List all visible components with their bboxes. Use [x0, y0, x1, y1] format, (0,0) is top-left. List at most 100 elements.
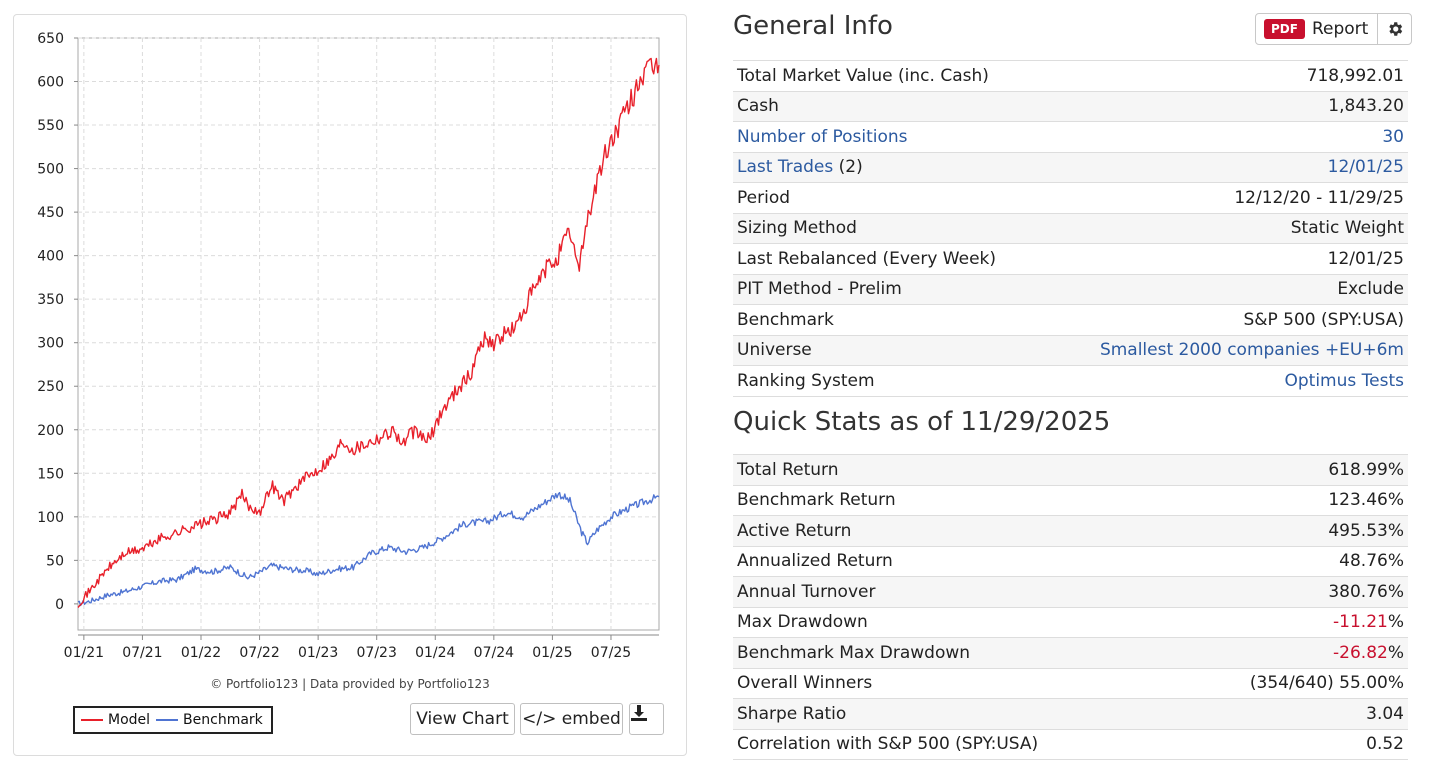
view-chart-button[interactable]: View Chart [410, 703, 515, 735]
table-row: Universe Smallest 2000 companies +EU+6m [733, 334, 1408, 366]
legend-item-model[interactable]: Model [79, 712, 150, 728]
table-row: Benchmark Return 123.46% [733, 484, 1408, 516]
info-label: Universe [733, 334, 1045, 366]
stat-value: 380.76% [1175, 576, 1408, 607]
pdf-badge: PDF [1264, 19, 1305, 39]
stat-value: 3.04 [1175, 698, 1408, 729]
stat-label: Annual Turnover [733, 576, 1176, 607]
report-button-group: PDF Report [1255, 13, 1413, 45]
table-row: Benchmark S&P 500 (SPY:USA) [733, 304, 1408, 335]
table-row: Period 12/12/20 - 11/29/25 [733, 182, 1408, 213]
pdf-report-button[interactable]: PDF Report [1256, 14, 1379, 44]
table-row: Active Return 495.53% [733, 515, 1408, 546]
info-label: Sizing Method [733, 212, 1045, 244]
general-info-table: Total Market Value (inc. Cash) 718,992.01… [733, 60, 1408, 397]
y-tick-label: 600 [37, 75, 64, 91]
info-label: Period [733, 182, 1045, 213]
stat-value: 618.99% [1175, 454, 1408, 485]
x-tick-label: 07/23 [357, 645, 397, 661]
x-tick-label: 01/25 [532, 645, 572, 661]
table-row: Total Market Value (inc. Cash) 718,992.01 [733, 60, 1408, 91]
stat-label: Benchmark Return [733, 484, 1176, 516]
info-label: Ranking System [733, 365, 1045, 397]
last-trades-link[interactable]: Last Trades [737, 157, 834, 178]
legend-swatch-benchmark [156, 719, 179, 721]
info-label: Last Rebalanced (Every Week) [733, 243, 1045, 274]
info-value: 12/12/20 - 11/29/25 [1044, 182, 1408, 213]
table-row: PIT Method - Prelim Exclude [733, 273, 1408, 305]
last-trades-date-link[interactable]: 12/01/25 [1327, 157, 1404, 178]
stat-label: Active Return [733, 515, 1176, 546]
gear-icon [1389, 22, 1403, 36]
table-row: Correlation with S&P 500 (SPY:USA) 0.52 [733, 728, 1408, 760]
chart-legend: Model Benchmark [73, 706, 273, 734]
x-tick-label: 01/22 [181, 645, 221, 661]
y-tick-label: 400 [37, 249, 64, 265]
number-of-positions-link[interactable]: Number of Positions [737, 126, 908, 147]
y-tick-label: 100 [37, 510, 64, 526]
plot-area [77, 37, 660, 631]
x-tick-label: 01/23 [298, 645, 338, 661]
stat-label: Overall Winners [733, 667, 1176, 699]
y-tick-label: 250 [37, 379, 64, 395]
positions-count-link[interactable]: 30 [1382, 126, 1404, 147]
stat-label: Benchmark Max Drawdown [733, 637, 1176, 668]
stat-value: 495.53% [1175, 515, 1408, 546]
stat-label: Correlation with S&P 500 (SPY:USA) [733, 728, 1176, 760]
embed-button[interactable]: </> embed [520, 703, 623, 735]
y-tick-label: 550 [37, 118, 64, 134]
y-tick-label: 500 [37, 162, 64, 178]
table-row: Ranking System Optimus Tests [733, 365, 1408, 397]
table-row: Sharpe Ratio 3.04 [733, 698, 1408, 729]
legend-swatch-model [81, 719, 103, 721]
info-label: Total Market Value (inc. Cash) [733, 60, 1045, 91]
table-row: Annual Turnover 380.76% [733, 576, 1408, 607]
y-tick-label: 150 [37, 466, 64, 482]
universe-link[interactable]: Smallest 2000 companies +EU+6m [1099, 340, 1404, 361]
max-drawdown-value: -11.21 [1333, 612, 1388, 633]
info-value: Exclude [1044, 273, 1408, 305]
percent-sign: % [1387, 642, 1404, 663]
performance-chart: 0 50 100 150 200 250 300 350 400 450 500 550 600 650 0… [37, 31, 660, 661]
info-label: PIT Method - Prelim [733, 273, 1045, 305]
stat-value: 123.46% [1175, 484, 1408, 516]
table-row: Last Trades (2) 12/01/25 [733, 151, 1408, 183]
y-tick-label: 0 [55, 597, 64, 613]
legend-label-benchmark: Benchmark [183, 712, 263, 728]
ranking-system-link[interactable]: Optimus Tests [1284, 370, 1405, 391]
y-tick-label: 650 [37, 31, 64, 47]
settings-button[interactable] [1378, 14, 1411, 44]
y-tick-label: 350 [37, 292, 64, 308]
table-row: Total Return 618.99% [733, 454, 1408, 485]
benchmark-max-drawdown-value: -26.82 [1333, 642, 1388, 663]
info-value: Static Weight [1044, 212, 1408, 244]
last-trades-count: (2) [833, 157, 863, 178]
stat-label: Sharpe Ratio [733, 698, 1176, 729]
y-tick-label: 200 [37, 423, 64, 439]
y-tick-label: 50 [46, 553, 64, 569]
performance-chart-panel: 0 50 100 150 200 250 300 350 400 450 500 550 600 650 0… [13, 14, 687, 756]
quick-stats-table: Total Return 618.99% Benchmark Return 123.… [733, 454, 1408, 760]
legend-item-benchmark[interactable]: Benchmark [154, 712, 263, 728]
table-row: Sizing Method Static Weight [733, 212, 1408, 244]
stat-value: 0.52 [1175, 728, 1408, 760]
table-row: Cash 1,843.20 [733, 90, 1408, 122]
x-tick-label: 01/24 [415, 645, 455, 661]
download-button[interactable] [629, 703, 664, 735]
table-row: Max Drawdown -11.21% [733, 606, 1408, 638]
table-row: Number of Positions 30 [733, 121, 1408, 152]
info-value: 1,843.20 [1044, 90, 1408, 122]
stat-label: Max Drawdown [733, 606, 1176, 638]
percent-sign: % [1387, 612, 1404, 633]
chart-credit: © Portfolio123 | Data provided by Portfo… [210, 677, 490, 691]
x-tick-label: 07/22 [239, 645, 279, 661]
stat-value: 48.76% [1175, 545, 1408, 577]
info-value: S&P 500 (SPY:USA) [1044, 304, 1408, 335]
info-label: Cash [733, 90, 1045, 122]
table-row: Overall Winners (354/640) 55.00% [733, 667, 1408, 699]
stat-label: Annualized Return [733, 545, 1176, 577]
series-line-model [77, 57, 660, 608]
series-line-benchmark [77, 491, 660, 607]
info-value: 718,992.01 [1044, 60, 1408, 91]
legend-label-model: Model [108, 712, 151, 728]
